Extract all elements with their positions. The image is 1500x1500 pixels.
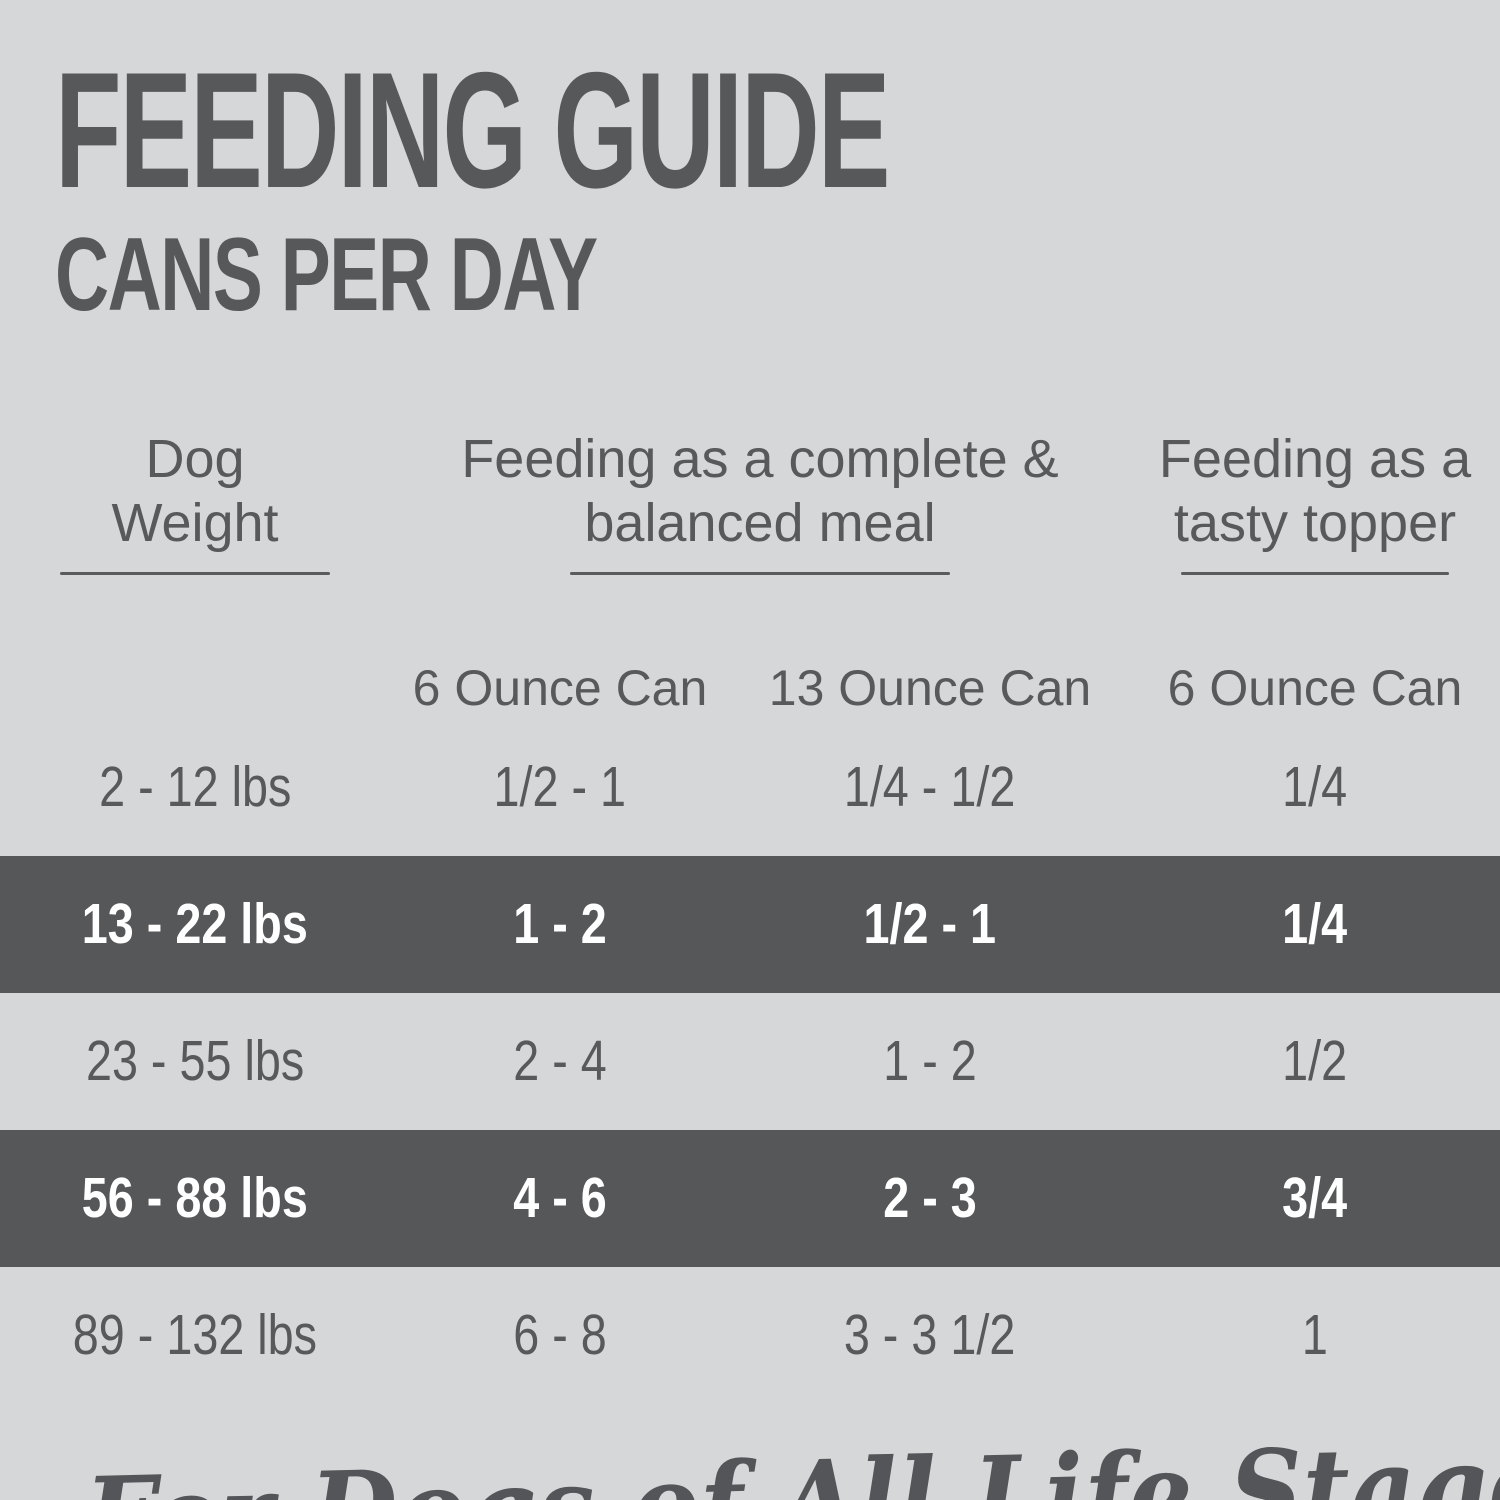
cell-topper-6oz: 1/4 [1282, 892, 1348, 957]
cell-complete-13oz: 3 - 3 1/2 [844, 1303, 1016, 1368]
cell-complete-13oz: 1/4 - 1/2 [844, 755, 1016, 820]
page-title: FEEDING GUIDE [55, 38, 1500, 222]
subheader-complete-13oz: 13 Ounce Can [768, 659, 1092, 716]
page-subtitle-text: CANS PER DAY [55, 216, 598, 333]
subheader-topper-6oz: 6 Ounce Can [1167, 659, 1463, 716]
column-header-dog-weight-text: Dog Weight [111, 429, 279, 554]
tagline-script-text: For Dogs of All Life Stages [84, 1418, 1500, 1500]
column-group-complete-meal: Feeding as a complete & balanced meal [390, 355, 1130, 639]
column-group-tasty-topper-text: Feeding as a tasty topper [1158, 429, 1472, 554]
cell-topper-6oz: 1/4 [1282, 755, 1348, 820]
header-underline [570, 571, 950, 575]
page-subtitle: CANS PER DAY [55, 209, 1500, 327]
cell-complete-13oz: 1/2 - 1 [863, 892, 997, 957]
table-row: 89 - 132 lbs 6 - 8 3 - 3 1/2 1 [0, 1267, 1500, 1404]
page-title-text: FEEDING GUIDE [55, 38, 890, 222]
cell-complete-6oz: 1 - 2 [513, 892, 607, 957]
header-underline [1181, 571, 1449, 575]
header: FEEDING GUIDE CANS PER DAY [0, 0, 1500, 327]
feeding-table: Dog Weight Feeding as a complete & balan… [0, 355, 1500, 1404]
cell-topper-6oz: 1 [1301, 1303, 1328, 1368]
table-row: 2 - 12 lbs 1/2 - 1 1/4 - 1/2 1/4 [0, 719, 1500, 856]
cell-complete-6oz: 2 - 4 [513, 1029, 607, 1094]
cell-complete-6oz: 1/2 - 1 [493, 755, 627, 820]
cell-weight: 56 - 88 lbs [81, 1166, 309, 1231]
cell-complete-13oz: 2 - 3 [883, 1166, 977, 1231]
cell-complete-6oz: 4 - 6 [513, 1166, 607, 1231]
footer: For Dogs of All Life Stages [0, 1418, 1500, 1500]
cell-weight: 89 - 132 lbs [72, 1303, 318, 1368]
subheader-complete-6oz: 6 Ounce Can [412, 659, 708, 716]
cell-topper-6oz: 1/2 [1282, 1029, 1348, 1094]
column-group-tasty-topper: Feeding as a tasty topper [1130, 355, 1500, 639]
cell-weight: 23 - 55 lbs [85, 1029, 305, 1094]
table-row: 23 - 55 lbs 2 - 4 1 - 2 1/2 [0, 993, 1500, 1130]
cell-complete-13oz: 1 - 2 [883, 1029, 977, 1094]
cell-weight: 2 - 12 lbs [98, 755, 292, 820]
column-group-complete-meal-text: Feeding as a complete & balanced meal [461, 429, 1059, 554]
header-underline [60, 571, 330, 575]
column-header-dog-weight: Dog Weight [0, 355, 390, 639]
table-row-highlighted: 56 - 88 lbs 4 - 6 2 - 3 3/4 [0, 1129, 1500, 1267]
table-row-highlighted: 13 - 22 lbs 1 - 2 1/2 - 1 1/4 [0, 855, 1500, 993]
subheader-row: 6 Ounce Can 13 Ounce Can 6 Ounce Can [0, 639, 1500, 719]
cell-complete-6oz: 6 - 8 [513, 1303, 607, 1368]
cell-weight: 13 - 22 lbs [81, 892, 309, 957]
cell-topper-6oz: 3/4 [1282, 1166, 1348, 1231]
